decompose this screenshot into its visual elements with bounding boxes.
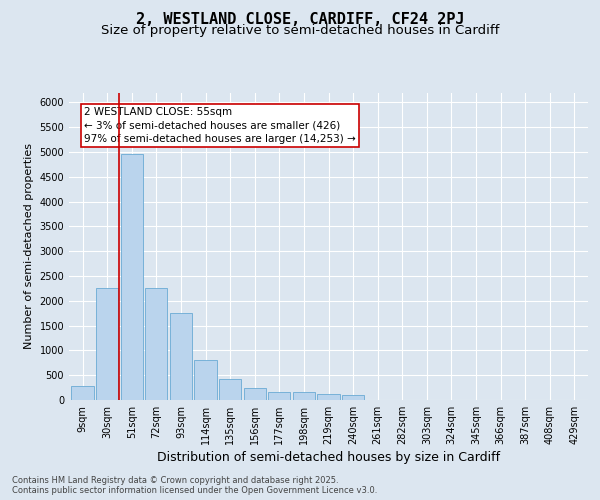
Bar <box>121 154 143 400</box>
X-axis label: Distribution of semi-detached houses by size in Cardiff: Distribution of semi-detached houses by … <box>157 451 500 464</box>
Bar <box>219 378 241 400</box>
Bar <box>317 394 340 400</box>
Y-axis label: Number of semi-detached properties: Number of semi-detached properties <box>24 143 34 349</box>
Bar <box>268 392 290 400</box>
Bar <box>244 388 266 400</box>
Bar <box>71 386 94 400</box>
Bar <box>293 392 315 400</box>
Text: 2 WESTLAND CLOSE: 55sqm
← 3% of semi-detached houses are smaller (426)
97% of se: 2 WESTLAND CLOSE: 55sqm ← 3% of semi-det… <box>85 108 356 144</box>
Text: Contains HM Land Registry data © Crown copyright and database right 2025.
Contai: Contains HM Land Registry data © Crown c… <box>12 476 377 495</box>
Bar <box>342 395 364 400</box>
Text: Size of property relative to semi-detached houses in Cardiff: Size of property relative to semi-detach… <box>101 24 499 37</box>
Bar <box>145 288 167 400</box>
Bar <box>170 313 192 400</box>
Bar <box>96 288 118 400</box>
Bar <box>194 360 217 400</box>
Text: 2, WESTLAND CLOSE, CARDIFF, CF24 2PJ: 2, WESTLAND CLOSE, CARDIFF, CF24 2PJ <box>136 12 464 28</box>
